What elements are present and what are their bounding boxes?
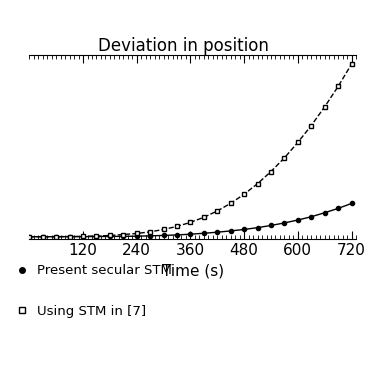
Text: Deviation in position: Deviation in position — [98, 37, 269, 55]
X-axis label: Time (s): Time (s) — [161, 264, 224, 279]
Text: Present secular STM: Present secular STM — [37, 264, 172, 277]
Text: Using STM in [7]: Using STM in [7] — [37, 305, 146, 317]
